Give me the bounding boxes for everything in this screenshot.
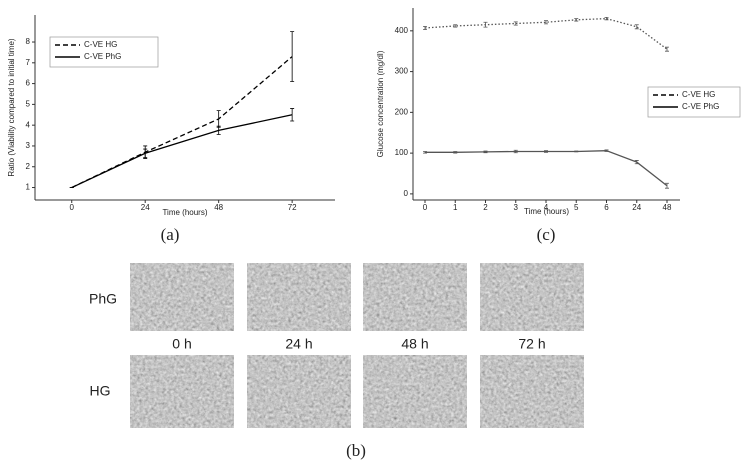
- time-label: 0 h: [172, 336, 191, 352]
- x-tick-label: 24: [632, 203, 641, 212]
- x-tick-label: 72: [288, 203, 297, 212]
- error-bar: [453, 151, 458, 154]
- legend-label: C-VE PhG: [84, 52, 121, 61]
- micrograph: [363, 355, 467, 428]
- micrograph: [480, 263, 584, 331]
- x-tick-label: 0: [70, 203, 75, 212]
- row-label: PhG: [89, 291, 117, 307]
- error-bar: [544, 20, 548, 25]
- series-line: [71, 114, 293, 189]
- error-bar: [216, 125, 221, 135]
- y-tick-label: 100: [395, 148, 409, 157]
- y-tick-label: 1: [26, 183, 31, 192]
- x-tick-label: 1: [453, 203, 458, 212]
- x-tick-label: 5: [574, 203, 579, 212]
- legend-label: C-VE HG: [682, 90, 715, 99]
- micrographs: [130, 263, 584, 428]
- error-bar: [634, 24, 639, 30]
- micrograph: [130, 263, 234, 331]
- x-tick-label: 48: [214, 203, 223, 212]
- micrograph: [247, 355, 351, 428]
- x-tick-label: 2: [483, 203, 488, 212]
- micrograph: [247, 263, 351, 331]
- error-bar: [604, 16, 609, 21]
- micrograph: [480, 355, 584, 428]
- row-label: HG: [90, 383, 111, 399]
- x-tick-label: 48: [663, 203, 672, 212]
- error-bar: [483, 150, 488, 154]
- legend-box: [647, 86, 741, 118]
- time-label: 48 h: [401, 336, 428, 352]
- time-label: 24 h: [285, 336, 312, 352]
- y-tick-label: 400: [395, 26, 409, 35]
- error-bar: [665, 182, 669, 189]
- x-axis-label: Time (hours): [524, 207, 569, 216]
- time-label: 72 h: [518, 336, 545, 352]
- x-tick-label: 6: [604, 203, 609, 212]
- micrograph: [363, 263, 467, 331]
- panel-label: (c): [537, 225, 556, 244]
- error-bar: [423, 25, 427, 31]
- legend-label: C-VE HG: [84, 40, 117, 49]
- y-tick-label: 2: [26, 162, 31, 171]
- x-tick-label: 3: [514, 203, 519, 212]
- error-bar: [604, 149, 609, 152]
- error-bar: [290, 31, 295, 82]
- x-tick-label: 24: [141, 203, 150, 212]
- y-tick-label: 4: [26, 120, 31, 129]
- y-axis-label: Glucose concentration (mg/dl): [376, 50, 385, 157]
- error-bar: [513, 21, 518, 26]
- error-bar: [634, 160, 639, 165]
- y-tick-label: 3: [26, 141, 31, 150]
- x-axis-label: Time (hours): [162, 208, 207, 217]
- y-tick-label: 0: [404, 189, 409, 198]
- y-tick-label: 5: [26, 99, 31, 108]
- y-tick-label: 7: [26, 58, 31, 67]
- legend-label: C-VE PhG: [682, 102, 719, 111]
- panel-label: (a): [161, 225, 180, 244]
- x-tick-label: 0: [423, 203, 428, 212]
- error-bar: [453, 24, 458, 28]
- legend-box: [49, 36, 159, 68]
- error-bar: [290, 108, 295, 122]
- x-tick-label: 4: [544, 203, 549, 212]
- y-axis-label: Ratio (Viability compared to initial tim…: [7, 38, 16, 176]
- y-tick-label: 300: [395, 67, 409, 76]
- y-tick-label: 8: [26, 37, 31, 46]
- error-bar: [574, 18, 579, 22]
- error-bar: [574, 150, 579, 153]
- y-tick-label: 200: [395, 107, 409, 116]
- series-line: [425, 150, 668, 187]
- micrograph: [130, 355, 234, 428]
- error-bar: [143, 148, 148, 158]
- error-bar: [423, 151, 427, 154]
- error-bar: [544, 150, 548, 153]
- error-bar: [665, 46, 669, 52]
- error-bar: [483, 21, 488, 28]
- y-tick-label: 6: [26, 79, 31, 88]
- panel-label: (b): [346, 441, 366, 460]
- error-bar: [513, 149, 518, 154]
